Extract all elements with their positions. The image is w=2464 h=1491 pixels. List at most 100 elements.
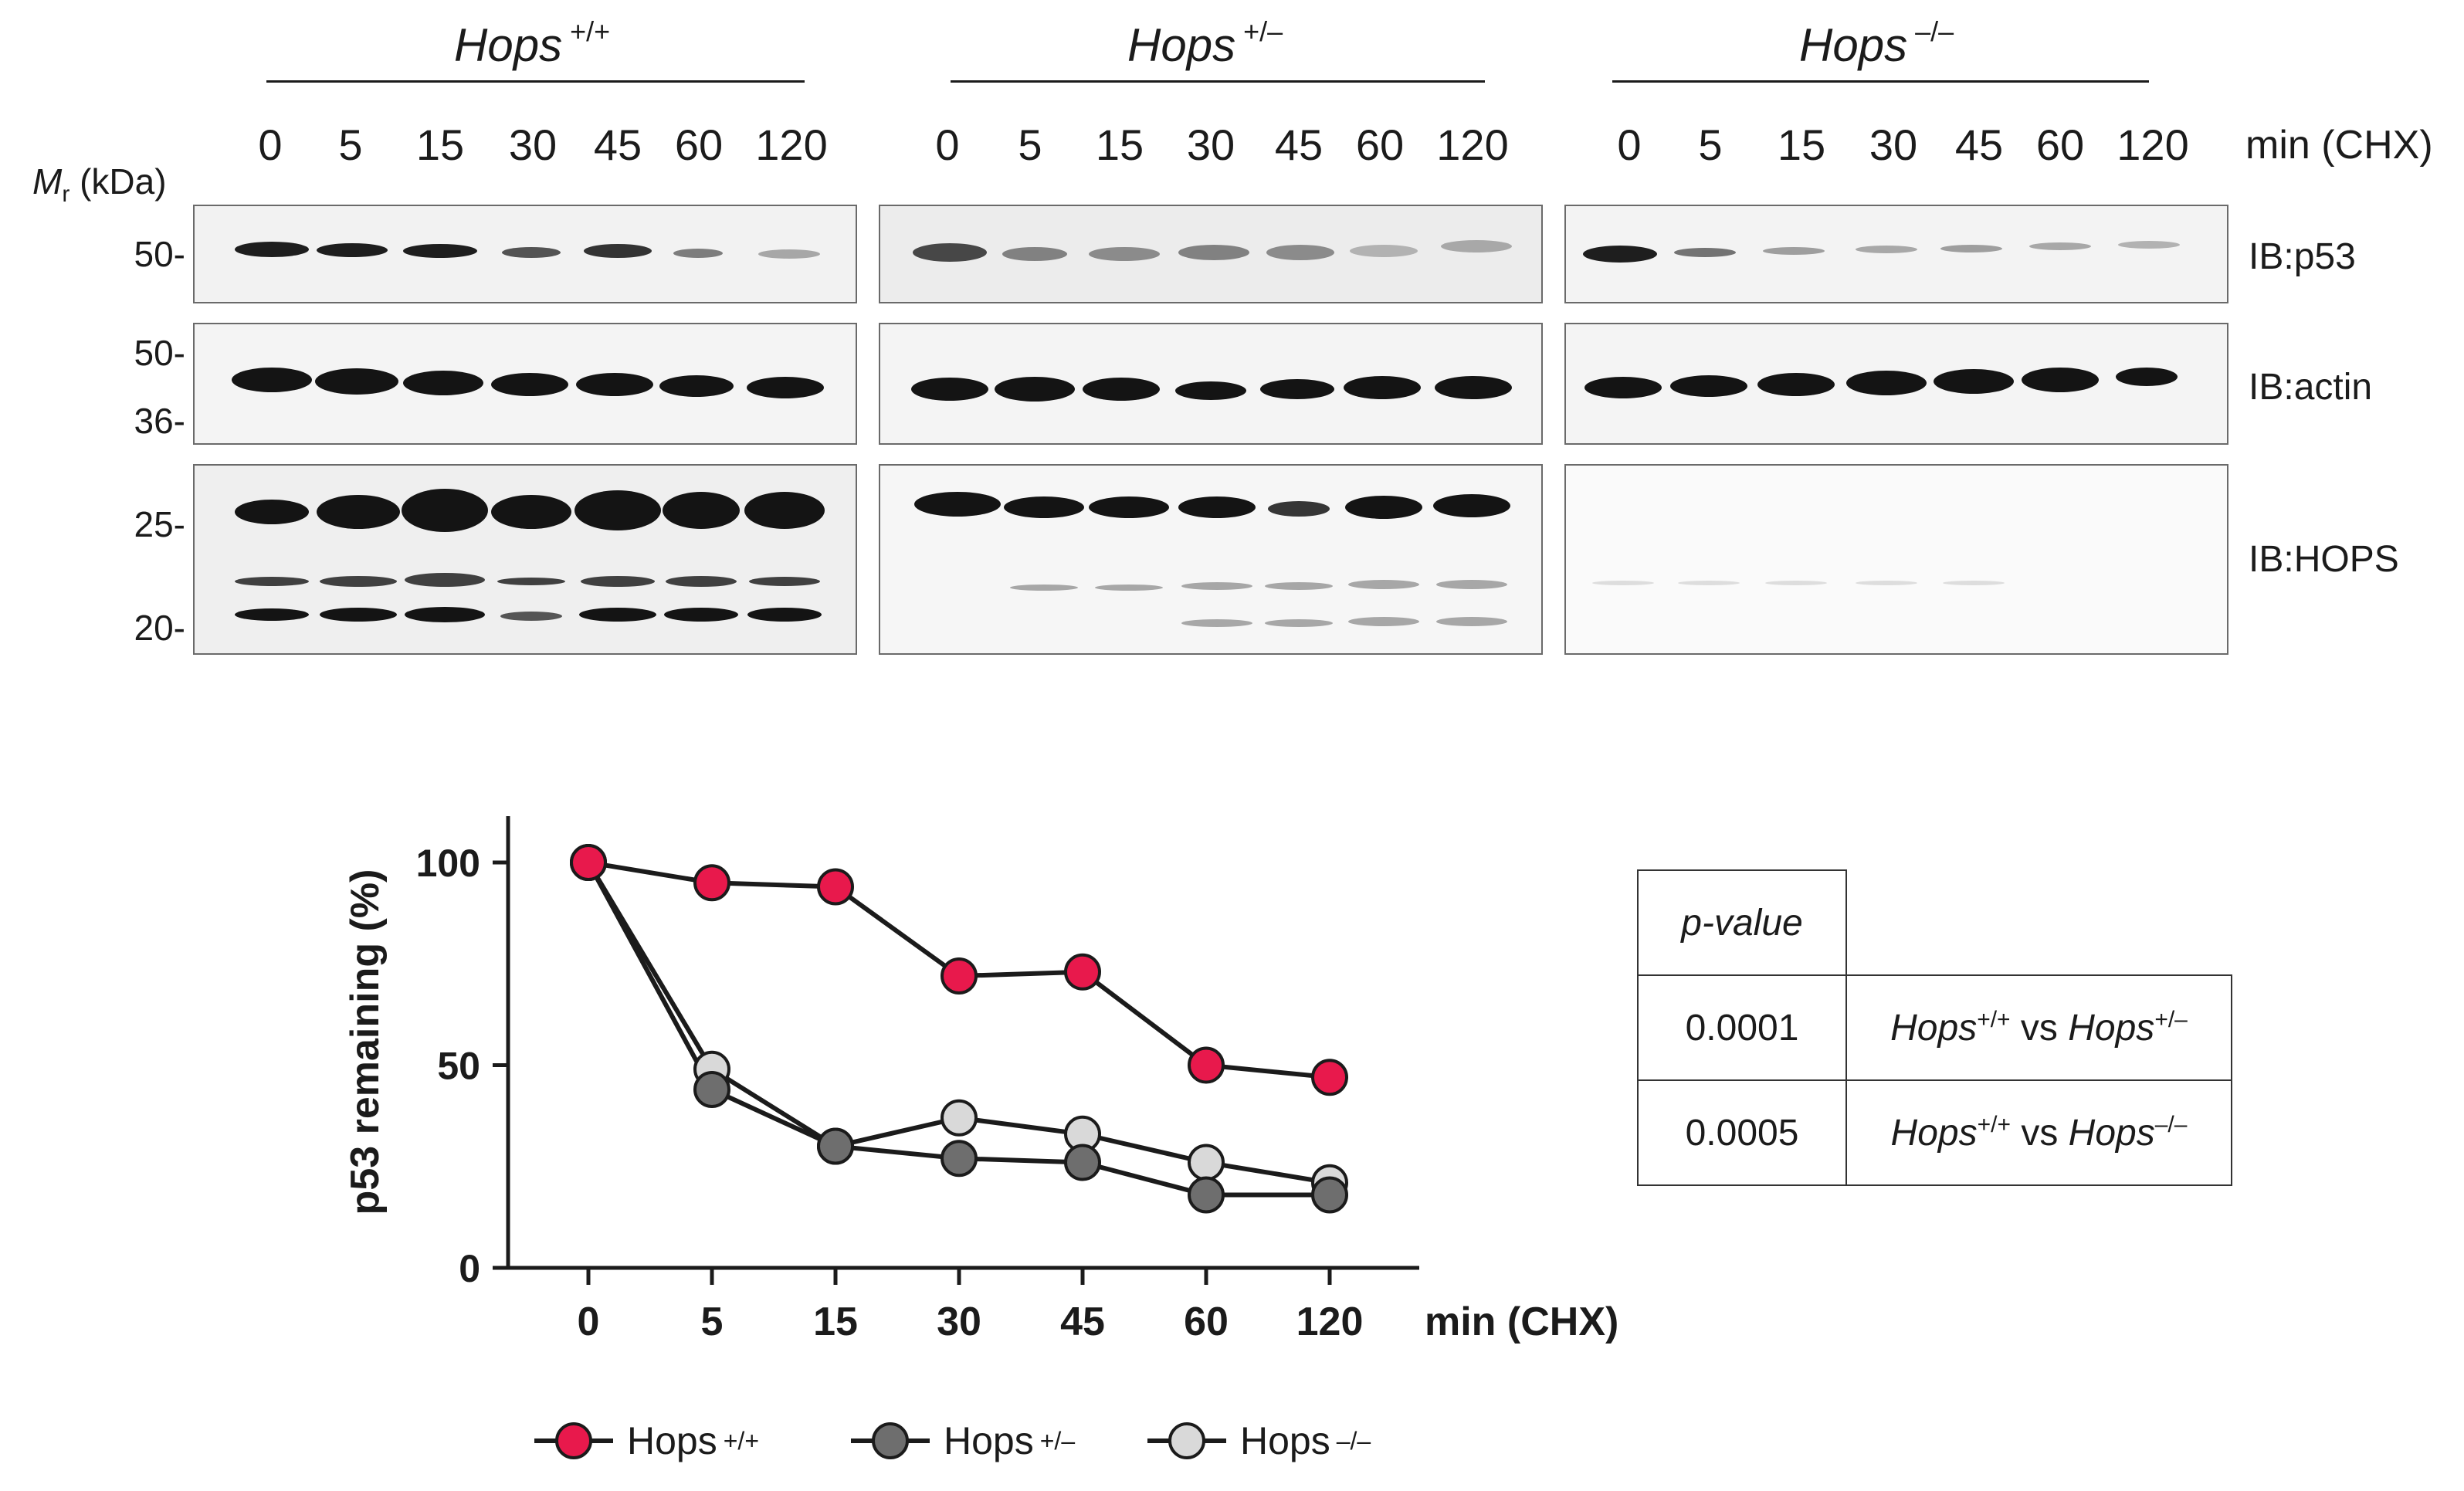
x-tick-label: 60 [1184, 1300, 1229, 1344]
comparison-b: Hops [2068, 1007, 2155, 1049]
mw-marker-hops-25: 25- [134, 504, 185, 544]
x-tick-label: 30 [937, 1300, 981, 1344]
pvalue-row: 0.0005 Hops+/+ vs Hops–/– [1637, 1079, 2232, 1186]
lane-label: 30 [1869, 120, 1918, 169]
comparison-vs: vs [2010, 1007, 2069, 1049]
data-point [693, 864, 730, 902]
group-name: Hops [1799, 19, 1908, 71]
x-tick-label: 45 [1060, 1300, 1105, 1344]
lane-label: 15 [1777, 120, 1826, 169]
comparison-a: Hops [1890, 1112, 1978, 1154]
comparison-vs: vs [2010, 1112, 2069, 1154]
group-header-ko: Hops –/– [1799, 15, 1954, 72]
blot-actin-ko [1564, 323, 2228, 445]
blot-actin-het [879, 323, 1543, 445]
blot-image [913, 240, 1512, 262]
legend-item-wt: Hops +/+ [531, 1418, 759, 1464]
lane-label: 120 [755, 120, 828, 169]
lane-label: 30 [1186, 120, 1235, 169]
lane-label: 0 [1617, 120, 1642, 169]
ib-label-hops: IB:HOPS [2249, 539, 2399, 580]
mw-marker-actin-36: 36- [134, 401, 185, 441]
blot-p53-ko [1564, 205, 2228, 303]
blot-image [232, 368, 824, 398]
lane-label: 120 [1436, 120, 1509, 169]
lane-label: 0 [935, 120, 960, 169]
lane-label: 60 [2035, 120, 2085, 169]
group-sup: –/– [1915, 15, 1954, 47]
pvalue-cell: 0.0005 [1637, 1079, 1847, 1186]
blot-image [1592, 581, 2005, 585]
data-point [817, 868, 854, 906]
lane-label: 5 [1698, 120, 1723, 169]
legend-item-ko: Hops –/– [1144, 1418, 1371, 1464]
comparison-a: Hops [1890, 1007, 1978, 1049]
blot-hops-ko [1564, 464, 2228, 655]
group-name: Hops [454, 19, 563, 71]
lane-label: 0 [258, 120, 283, 169]
pvalue-header-row: p-value [1637, 869, 2232, 976]
comparison-a-sup: +/+ [1977, 1006, 2011, 1032]
data-point [1188, 1144, 1225, 1181]
legend-marker-wt [534, 1422, 613, 1459]
group-rule-ko [1612, 80, 2149, 83]
blot-image [235, 489, 825, 622]
data-point [817, 1127, 854, 1165]
ib-label-p53: IB:p53 [2249, 236, 2356, 277]
lane-label: 5 [1018, 120, 1042, 169]
x-tick-label: 0 [578, 1300, 600, 1344]
legend-item-het: Hops +/– [848, 1418, 1075, 1464]
data-point [1064, 1144, 1101, 1181]
data-point [693, 1071, 730, 1108]
group-sup: +/– [1243, 15, 1283, 47]
data-point [570, 844, 607, 881]
x-tick-label: 120 [1296, 1300, 1364, 1344]
mr-unit: (kDa) [69, 161, 167, 202]
x-tick-label: 5 [701, 1300, 724, 1344]
comparison-b: Hops [2068, 1112, 2155, 1154]
mr-subscript: r [62, 181, 70, 208]
group-name: Hops [1127, 19, 1236, 71]
legend-label: Hops [944, 1419, 1034, 1462]
pvalue-cell: 0.0001 [1637, 974, 1847, 1081]
lane-label: 15 [415, 120, 465, 169]
lane-label: 60 [674, 120, 724, 169]
legend-marker-het [851, 1422, 930, 1459]
blot-p53-wt [193, 205, 857, 303]
y-tick-label: 0 [459, 1247, 480, 1290]
blot-image [911, 376, 1512, 402]
pvalue-header: p-value [1637, 869, 1847, 976]
group-header-het: Hops +/– [1127, 15, 1283, 72]
blot-image [1583, 241, 2180, 263]
legend-sup: +/– [1039, 1426, 1076, 1455]
pvalue-table: p-value 0.0001 Hops+/+ vs Hops+/– 0.0005… [1637, 869, 2232, 1186]
y-tick-label: 50 [437, 1045, 480, 1088]
blot-hops-het [879, 464, 1543, 655]
comparison-b-sup: –/– [2154, 1111, 2188, 1137]
lane-label: 45 [593, 120, 642, 169]
data-point [941, 957, 978, 995]
pvalue-comparison: Hops+/+ vs Hops+/– [1845, 974, 2232, 1081]
lane-label: 120 [2117, 120, 2189, 169]
comparison-a-sup: +/+ [1977, 1111, 2011, 1137]
blot-actin-wt [193, 323, 857, 445]
legend-sup: –/– [1336, 1426, 1371, 1455]
legend-label: Hops [627, 1419, 717, 1462]
legend-sup: +/+ [723, 1426, 759, 1455]
lane-label: 5 [338, 120, 363, 169]
blot-image [1584, 368, 2178, 398]
mw-marker-p53-50: 50- [134, 234, 185, 274]
ib-label-actin: IB:actin [2249, 367, 2373, 408]
group-sup: +/+ [570, 15, 611, 47]
blot-hops-wt [193, 464, 857, 655]
mw-marker-hops-20: 20- [134, 608, 185, 648]
data-point [1188, 1176, 1225, 1214]
y-axis-title: p53 remaining (%) [343, 869, 388, 1215]
data-point [1311, 1059, 1348, 1096]
time-unit-label: min (CHX) [2245, 123, 2433, 168]
pvalue-header-empty [1845, 870, 2232, 976]
lane-label: 30 [508, 120, 558, 169]
x-tick-label: 15 [813, 1300, 858, 1344]
data-point [941, 1099, 978, 1137]
